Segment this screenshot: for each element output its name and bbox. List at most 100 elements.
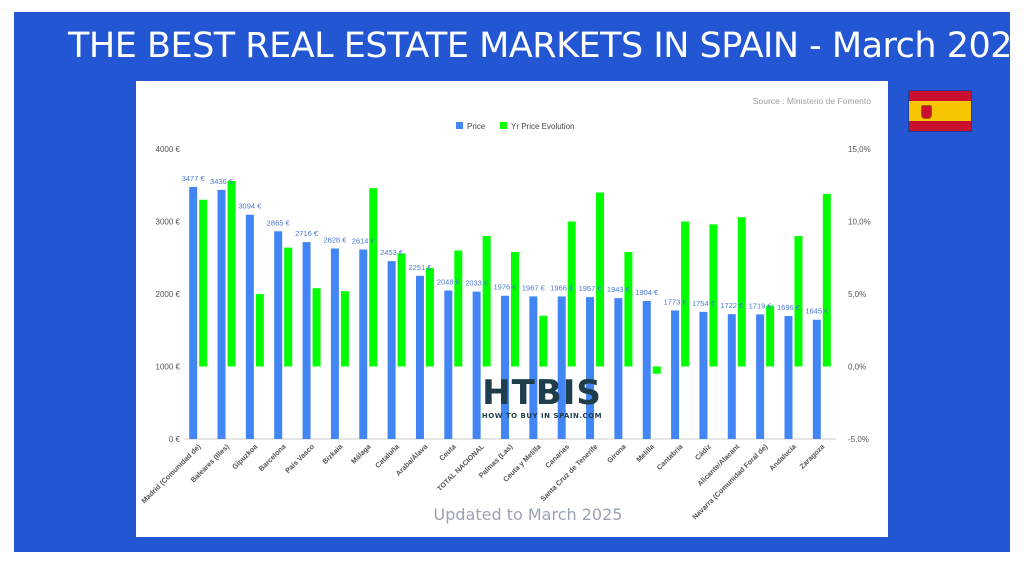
price-data-label: 1696 € (777, 303, 801, 312)
logo-tagline: HOW TO BUY IN SPAIN.COM (481, 412, 603, 420)
category-label: Cantabria (655, 441, 686, 472)
category-label: Melilla (634, 441, 657, 464)
price-data-label: 2251 € (408, 263, 432, 272)
evolution-bar (255, 294, 264, 367)
price-bar (586, 297, 595, 439)
y-left-tick-label: 2000 € (156, 290, 181, 299)
evolution-bar (794, 236, 803, 367)
price-data-label: 2453 € (380, 248, 404, 257)
price-bar (387, 261, 396, 439)
category-label: Girona (605, 441, 628, 464)
price-bar (529, 296, 538, 439)
y-right-tick-label: 10,0% (848, 218, 871, 227)
price-bar (557, 296, 566, 439)
bar-chart: Source : Ministerio de Fomento Price Yr Pr… (139, 96, 871, 521)
price-data-label: 1943 € (607, 285, 631, 294)
evolution-bar (511, 251, 519, 367)
price-data-label: 2716 € (295, 229, 319, 238)
evolution-bar (766, 305, 775, 367)
legend-swatch-1 (456, 122, 463, 129)
y-left-tick-label: 3000 € (156, 218, 181, 227)
price-bar (642, 300, 651, 439)
evolution-bar (454, 250, 463, 367)
legend-label-2: Yr Price Evolution (511, 122, 575, 131)
price-data-label: 1719 € (749, 301, 773, 310)
price-data-label: 1722 € (720, 301, 744, 310)
logo-mark: HTBIS (482, 373, 602, 413)
price-data-label: 2865 € (267, 218, 291, 227)
price-data-label: 2614 € (352, 236, 376, 245)
price-data-label: 1967 € (522, 283, 546, 292)
category-label: Málaga (349, 441, 373, 465)
evolution-bar (652, 366, 661, 374)
price-bar (217, 189, 226, 439)
y-left-tick-label: 1000 € (156, 363, 181, 372)
category-label: Cataluña (373, 441, 402, 470)
category-label: Andalucía (767, 441, 798, 472)
y-left-tick-label: 4000 € (156, 145, 181, 154)
y-right-tick-label: 5,0% (848, 290, 866, 299)
evolution-bar (822, 193, 831, 367)
price-bar (415, 275, 424, 439)
price-bar (274, 231, 283, 439)
evolution-bar (482, 236, 491, 367)
price-bar (727, 314, 736, 439)
evolution-bar (227, 180, 236, 367)
price-bar (501, 295, 509, 439)
price-bar (756, 314, 765, 439)
page-title: THE BEST REAL ESTATE MARKETS IN SPAIN - … (68, 26, 1024, 66)
price-bar (330, 248, 339, 439)
evolution-bar (681, 221, 690, 367)
spain-flag-icon (909, 91, 971, 131)
price-bar (614, 298, 623, 439)
price-bar (359, 249, 368, 439)
evolution-bar (397, 253, 406, 367)
price-data-label: 2048 € (437, 278, 461, 287)
legend-label-1: Price (467, 122, 486, 131)
price-data-label: 1904 € (635, 288, 659, 297)
evolution-bar (425, 267, 434, 367)
evolution-bar (539, 315, 548, 367)
price-data-label: 2628 € (323, 235, 347, 244)
category-label: Canarias (543, 442, 571, 470)
category-label: País Vasco (283, 442, 316, 475)
price-data-label: 3094 € (238, 202, 262, 211)
price-data-label: 1645 € (805, 307, 829, 316)
price-data-label: 1966 € (550, 283, 574, 292)
evolution-bar (199, 199, 208, 367)
evolution-bar (369, 188, 378, 367)
price-data-label: 1773 € (664, 297, 688, 306)
evolution-bar (312, 288, 321, 367)
category-label: Zaragoza (798, 441, 827, 470)
htbis-logo: HTBIS HOW TO BUY IN SPAIN.COM (472, 376, 612, 422)
price-data-label: 1754 € (692, 299, 716, 308)
evolution-bar (709, 224, 718, 367)
legend-swatch-2 (500, 122, 507, 129)
y-right-tick-label: -5,0% (848, 435, 869, 444)
category-label: Bizkaia (320, 441, 345, 466)
price-data-label: 3477 € (182, 174, 206, 183)
price-data-label: 2033 € (465, 279, 489, 288)
price-bar (302, 242, 311, 439)
y-right-tick-label: 15,0% (848, 145, 871, 154)
evolution-bar (284, 247, 293, 367)
y-left-tick-label: 0 € (169, 435, 181, 444)
evolution-bar (596, 192, 605, 367)
price-bar (784, 316, 793, 439)
price-bar (444, 290, 453, 439)
y-right-tick-label: 0,0% (848, 363, 866, 372)
price-bar (245, 214, 254, 439)
price-data-label: 1976 € (494, 283, 518, 292)
category-label: Santa Cruz de Tenerife (538, 442, 599, 503)
category-label: Cádiz (693, 442, 713, 462)
price-bar (671, 310, 680, 439)
price-bar (189, 186, 198, 439)
price-data-label: 3436 € (210, 177, 234, 186)
evolution-bar (737, 217, 746, 367)
chart-panel: Source : Ministerio de Fomento Price Yr Pr… (136, 81, 888, 537)
updated-note: Updated to March 2025 (433, 505, 623, 524)
category-label: Ceuta (437, 441, 458, 462)
evolution-bar (567, 221, 576, 367)
evolution-bar (624, 251, 633, 367)
price-bar (699, 311, 708, 439)
